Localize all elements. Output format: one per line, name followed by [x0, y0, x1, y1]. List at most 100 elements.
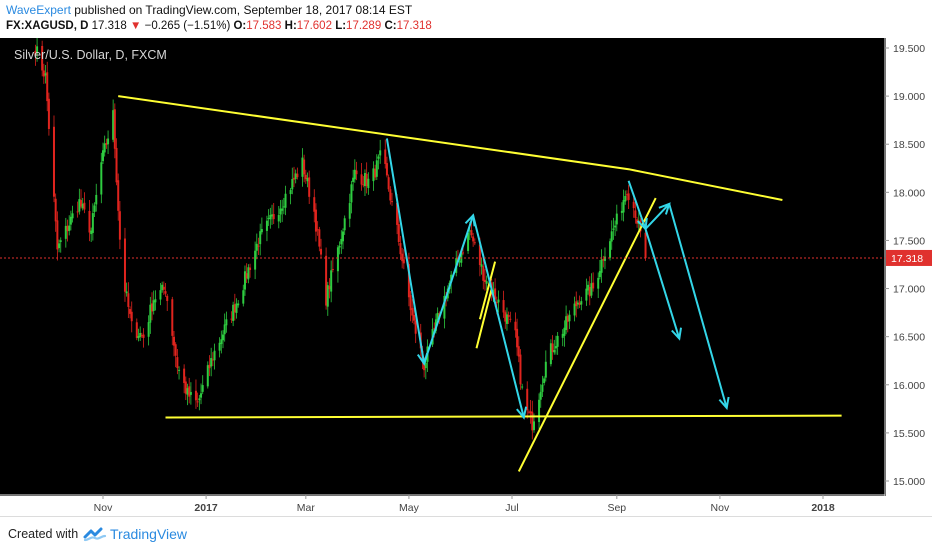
candle-body	[526, 388, 529, 411]
candle-body	[103, 143, 106, 153]
candle-body	[331, 269, 334, 271]
candle-body	[615, 213, 618, 225]
candles-layer	[34, 38, 647, 440]
candle-body	[504, 312, 507, 322]
candle-body	[384, 149, 387, 164]
candle-body	[178, 369, 181, 371]
trendline[interactable]	[478, 261, 497, 320]
candle-body	[644, 232, 647, 258]
candle-body	[385, 163, 388, 176]
candle-body	[130, 311, 133, 322]
author-link[interactable]: WaveExpert	[6, 3, 71, 17]
candle-body	[625, 194, 628, 196]
candle-body	[360, 174, 363, 185]
publish-info: WaveExpert published on TradingView.com,…	[6, 3, 412, 17]
wave-projection[interactable]	[385, 138, 525, 418]
price-chart[interactable]: 15.000 15.500 16.000 16.500 17.000 17.500 18.0…	[0, 38, 932, 516]
candle-body	[112, 110, 115, 140]
candle-body	[100, 162, 103, 195]
candle-body	[294, 173, 297, 180]
arrowhead	[718, 396, 730, 411]
candle-body	[277, 214, 280, 222]
candle-body	[517, 346, 520, 357]
candle-body	[56, 220, 59, 250]
candle-body	[590, 283, 593, 296]
candle-body	[343, 218, 346, 231]
candle-body	[271, 214, 274, 217]
candle-body	[68, 225, 71, 231]
candle-body	[93, 205, 96, 212]
candle-body	[362, 184, 365, 186]
candle-body	[519, 354, 522, 385]
candle-body	[620, 210, 623, 213]
candle-body	[159, 290, 162, 300]
candle-body	[198, 398, 201, 401]
price-axis[interactable]	[886, 38, 932, 516]
candle-body	[627, 193, 630, 200]
candle-body	[41, 45, 44, 71]
candle-body	[527, 411, 530, 413]
candle-body	[573, 303, 576, 316]
candle-body	[389, 189, 392, 201]
trendline[interactable]	[118, 95, 783, 201]
candle-body	[201, 385, 204, 392]
candle-body	[375, 160, 378, 177]
price-tick-label: 18.500	[893, 139, 925, 151]
candle-body	[532, 421, 535, 431]
candle-body	[90, 230, 93, 235]
candle-body	[172, 336, 175, 346]
candle-body	[154, 299, 157, 303]
candle-body	[352, 177, 355, 182]
price-tick-label: 17.000	[893, 284, 925, 296]
candle-body	[598, 271, 601, 278]
candle-body	[353, 169, 356, 180]
low-value: 17.289	[346, 20, 382, 32]
candle-body	[139, 332, 142, 337]
candle-body	[206, 365, 209, 387]
candle-body	[566, 315, 569, 322]
candle-body	[186, 388, 189, 395]
candle-body	[166, 295, 169, 302]
candle-body	[291, 178, 294, 190]
candle-body	[634, 210, 637, 218]
arrowhead	[516, 406, 528, 420]
candle-body	[257, 245, 260, 247]
high-label: H:	[284, 20, 297, 32]
trendline[interactable]	[165, 414, 842, 419]
candle-body	[249, 267, 252, 270]
candle-body	[113, 109, 116, 149]
time-tick-label: 2017	[194, 502, 218, 514]
candle-body	[210, 358, 213, 367]
candle-body	[137, 336, 140, 339]
candle-body	[164, 291, 167, 294]
candle-body	[135, 322, 138, 338]
candle-body	[495, 301, 498, 304]
candle-body	[396, 202, 399, 225]
tradingview-brand[interactable]: TradingView	[110, 526, 188, 542]
candle-body	[541, 384, 544, 392]
candle-body	[281, 208, 284, 211]
candle-body	[412, 314, 415, 321]
trendline[interactable]	[517, 197, 657, 472]
candle-body	[576, 302, 579, 305]
candle-body	[483, 279, 486, 283]
candle-body	[64, 225, 67, 239]
price-change: −0.265 (−1.51%)	[144, 20, 231, 32]
candle-body	[189, 392, 192, 395]
candle-body	[587, 284, 590, 291]
candle-body	[46, 72, 49, 102]
candle-body	[235, 303, 238, 313]
price-tick-label: 16.500	[893, 332, 925, 344]
time-axis[interactable]	[0, 496, 932, 516]
candle-body	[480, 264, 483, 267]
candle-body	[436, 312, 439, 321]
candle-body	[54, 198, 57, 222]
low-label: L:	[335, 20, 347, 32]
candle-body	[342, 231, 344, 242]
candle-body	[549, 343, 552, 365]
candle-body	[242, 290, 245, 304]
trendline[interactable]	[475, 288, 493, 349]
candle-body	[188, 386, 191, 397]
candle-body	[36, 46, 39, 54]
chart-panel[interactable]: 15.000 15.500 16.000 16.500 17.000 17.500 18.0…	[0, 38, 932, 516]
